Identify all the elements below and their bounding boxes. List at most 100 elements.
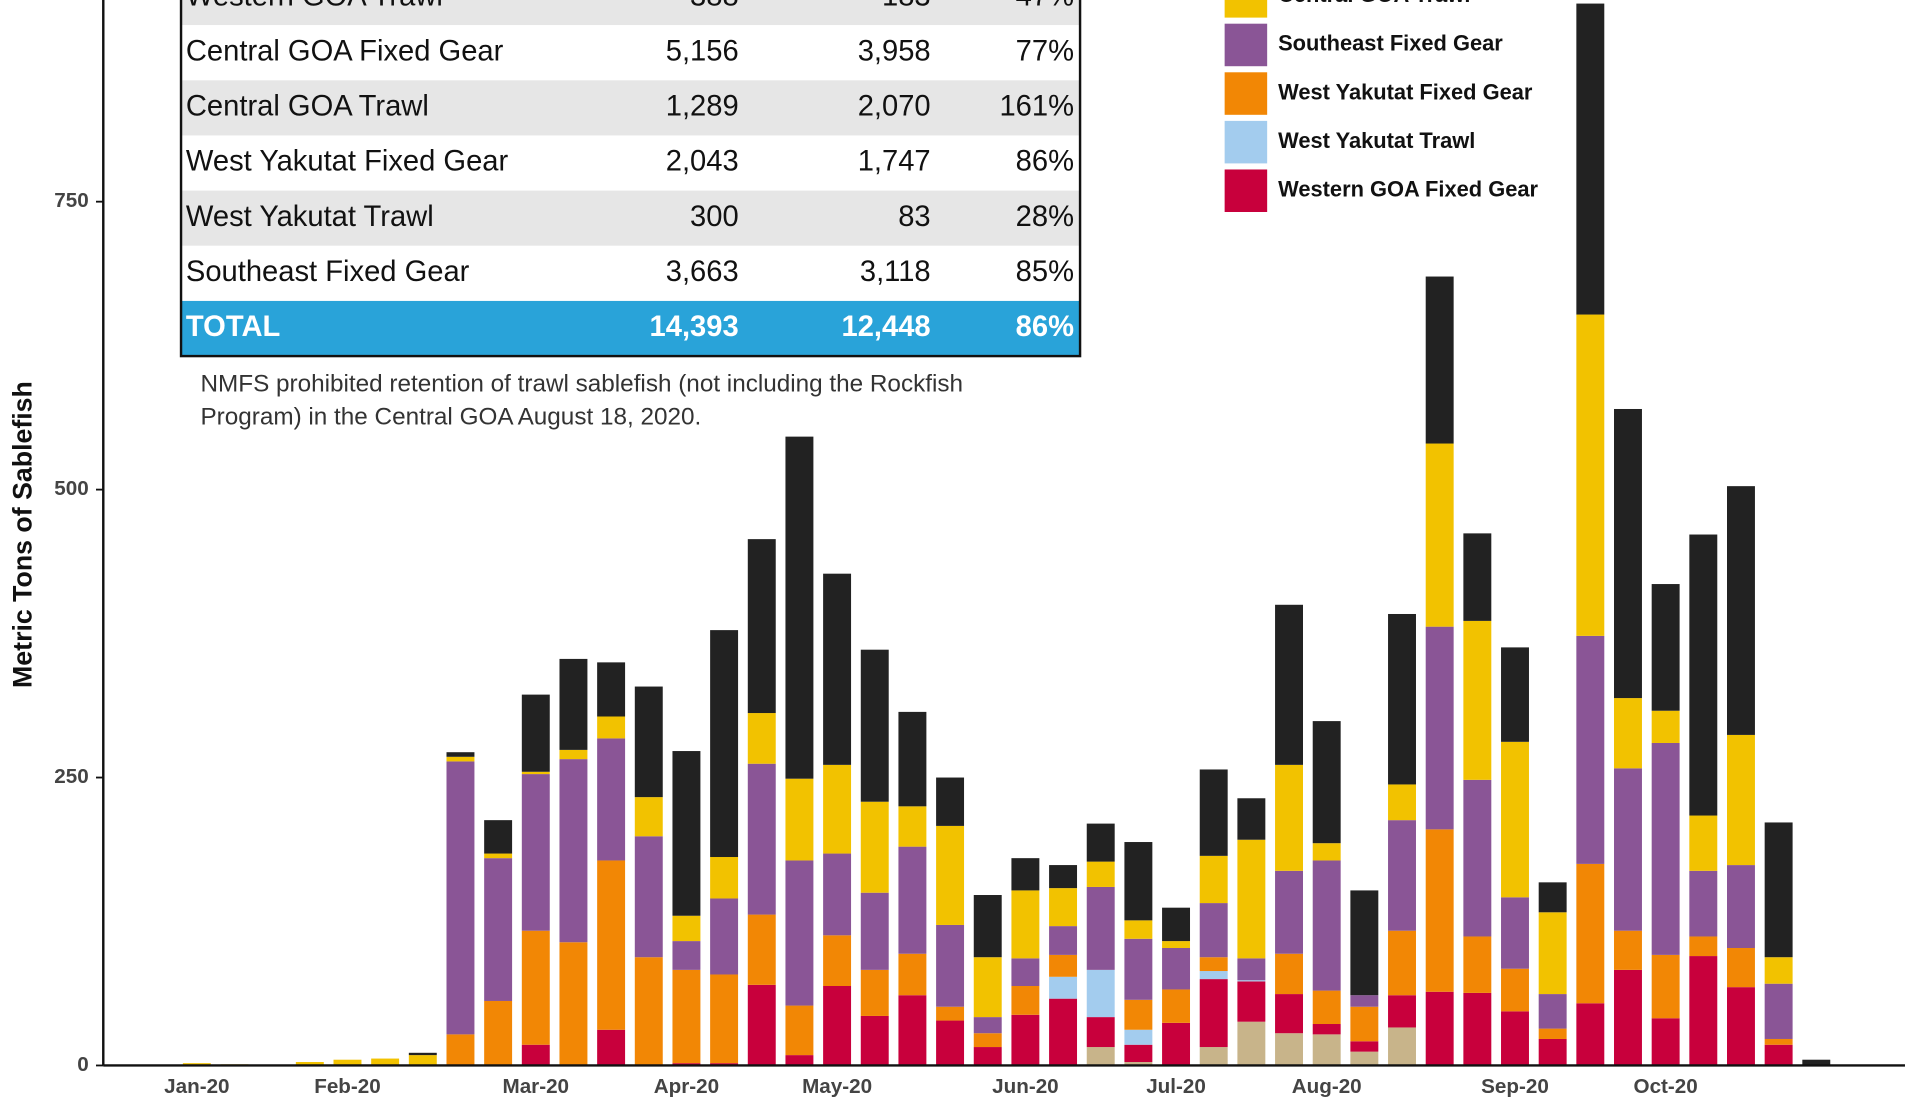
bar-segment bbox=[973, 957, 1002, 1018]
bar-segment bbox=[710, 857, 739, 899]
table-cell: 85% bbox=[1016, 256, 1074, 288]
bar-segment bbox=[634, 836, 663, 958]
bar-segment bbox=[1802, 1059, 1831, 1066]
table-cell: 3,958 bbox=[858, 35, 931, 67]
bar-segment bbox=[1463, 779, 1492, 937]
legend-swatch bbox=[1224, 23, 1268, 67]
bar-segment bbox=[521, 774, 550, 931]
y-tick-label: 500 bbox=[54, 477, 88, 500]
bar-segment bbox=[1350, 890, 1379, 996]
legend-swatch bbox=[1224, 0, 1268, 18]
bar-segment bbox=[521, 1044, 550, 1066]
bar-segment bbox=[1199, 1047, 1228, 1066]
bar-segment bbox=[936, 825, 965, 925]
bar-segment bbox=[672, 751, 701, 916]
x-tick-label: Aug-20 bbox=[1292, 1075, 1362, 1098]
bar-segment bbox=[1538, 994, 1567, 1029]
bar-segment bbox=[1614, 969, 1642, 1066]
table-cell: Central GOA Trawl bbox=[186, 91, 429, 123]
bar-segment bbox=[1350, 1006, 1379, 1042]
legend-label: Central GOA Trawl bbox=[1278, 0, 1470, 7]
table-cell: West Yakutat Trawl bbox=[186, 201, 434, 233]
bar-segment bbox=[1086, 823, 1115, 862]
table-cell: 388 bbox=[690, 0, 739, 12]
table-cell: 86% bbox=[1016, 146, 1074, 178]
bar-segment bbox=[747, 763, 776, 915]
bar-segment bbox=[1614, 698, 1642, 769]
bar-segment bbox=[1275, 870, 1303, 954]
bar-segment bbox=[785, 1005, 814, 1056]
bar-segment bbox=[823, 764, 852, 854]
bar-segment bbox=[1049, 888, 1078, 927]
x-tick-label: Sep-20 bbox=[1481, 1075, 1549, 1098]
bar-segment bbox=[1086, 1017, 1115, 1048]
x-tick-label: Jan-20 bbox=[164, 1075, 229, 1098]
bar-segment bbox=[1049, 954, 1078, 977]
x-tick-label: Oct-20 bbox=[1634, 1075, 1698, 1098]
bar-segment bbox=[1501, 1011, 1529, 1066]
table-border bbox=[179, 0, 1082, 358]
bar-segment bbox=[1162, 989, 1191, 1023]
bar-segment bbox=[1275, 604, 1303, 765]
bar-segment bbox=[1463, 992, 1492, 1066]
bar-segment bbox=[1199, 979, 1228, 1048]
bar-segment bbox=[1049, 998, 1078, 1066]
table-row bbox=[181, 245, 1081, 301]
bar-segment bbox=[1237, 980, 1266, 982]
bar-segment bbox=[1689, 870, 1718, 937]
bar-segment bbox=[1275, 994, 1303, 1034]
bar-segment bbox=[785, 436, 814, 779]
y-tick-label: 250 bbox=[54, 765, 88, 788]
bar-segment bbox=[1576, 863, 1605, 1004]
bar-segment bbox=[936, 924, 965, 1007]
bar-segment bbox=[860, 649, 889, 802]
note: NMFS prohibited retention of trawl sable… bbox=[200, 371, 963, 398]
y-tick-label: 0 bbox=[77, 1053, 88, 1076]
bar-segment bbox=[333, 1059, 362, 1066]
bar-segment bbox=[1199, 971, 1228, 980]
bar-segment bbox=[1049, 926, 1078, 955]
legend-label: Southeast Fixed Gear bbox=[1278, 31, 1503, 56]
bar-segment bbox=[446, 761, 475, 1035]
bar-segment bbox=[1501, 968, 1529, 1012]
bar-segment bbox=[1576, 314, 1605, 636]
bar-segment bbox=[1011, 958, 1040, 986]
bar-segment bbox=[1086, 861, 1115, 887]
bar-segment bbox=[1538, 1028, 1567, 1039]
bar-segment bbox=[1124, 1029, 1153, 1045]
bar-segment bbox=[559, 658, 588, 750]
legend-label: West Yakutat Trawl bbox=[1278, 128, 1475, 153]
bar-segment bbox=[823, 573, 852, 765]
bar-segment bbox=[1651, 710, 1680, 743]
bar-segment bbox=[1726, 865, 1755, 948]
bar-segment bbox=[484, 853, 513, 859]
bar-segment bbox=[1350, 1041, 1379, 1052]
bar-segment bbox=[1726, 947, 1755, 988]
bar-segment bbox=[1162, 907, 1191, 942]
bar-segment bbox=[1614, 768, 1642, 931]
bar-segment bbox=[1425, 829, 1454, 992]
bar-segment bbox=[559, 749, 588, 760]
bar-segment bbox=[936, 1020, 965, 1066]
bar-segment bbox=[936, 1006, 965, 1021]
bar-segment bbox=[1237, 839, 1266, 959]
table-cell: 86% bbox=[1016, 311, 1074, 343]
bar-segment bbox=[1726, 486, 1755, 735]
x-tick-label: Mar-20 bbox=[503, 1075, 570, 1098]
table-cell: 28% bbox=[1016, 201, 1074, 233]
bar-segment bbox=[898, 953, 927, 996]
legend: Central GOA Trawl Southeast Fixed Gear Wes… bbox=[1224, 0, 1539, 213]
bar-segment bbox=[898, 995, 927, 1066]
bar-segment bbox=[408, 1055, 437, 1066]
bar-segment bbox=[1011, 858, 1040, 891]
bar-segment bbox=[823, 853, 852, 936]
bar-segment bbox=[1764, 1038, 1793, 1045]
bar-segment bbox=[1726, 987, 1755, 1066]
bar-segment bbox=[1086, 886, 1115, 970]
bar-segment bbox=[446, 752, 475, 757]
table-row bbox=[181, 0, 1081, 26]
bar-segment bbox=[1425, 991, 1454, 1066]
bar-segment bbox=[1237, 798, 1266, 840]
plot-area: 0 250 500 750 Jan-20 Feb-20 Mar-20 Apr-20 May-20… bbox=[54, 3, 1831, 1098]
